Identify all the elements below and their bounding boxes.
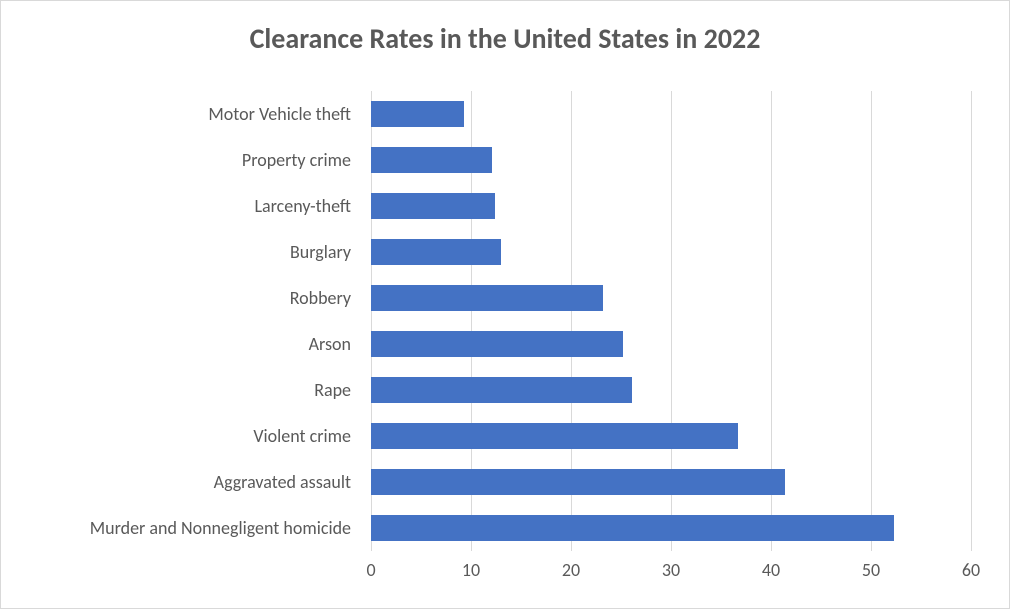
chart-title: Clearance Rates in the United States in … <box>1 21 1009 56</box>
gridline <box>971 91 972 551</box>
bar <box>371 469 785 496</box>
bar <box>371 515 894 542</box>
category-label: Burglary <box>11 229 361 275</box>
category-label: Rape <box>11 367 361 413</box>
bar <box>371 423 738 450</box>
category-label: Violent crime <box>11 413 361 459</box>
x-tick-label: 50 <box>862 559 880 581</box>
x-tick-label: 30 <box>662 559 680 581</box>
category-label: Motor Vehicle theft <box>11 91 361 137</box>
category-label: Property crime <box>11 137 361 183</box>
category-label: Larceny-theft <box>11 183 361 229</box>
chart-frame: Clearance Rates in the United States in … <box>0 0 1010 609</box>
category-label: Robbery <box>11 275 361 321</box>
category-label: Murder and Nonnegligent homicide <box>11 505 361 551</box>
category-label: Arson <box>11 321 361 367</box>
category-label: Aggravated assault <box>11 459 361 505</box>
x-tick-label: 0 <box>366 559 375 581</box>
bar <box>371 101 464 128</box>
bar <box>371 377 632 404</box>
x-tick-label: 40 <box>762 559 780 581</box>
gridline <box>871 91 872 551</box>
bar <box>371 147 492 174</box>
x-tick-label: 10 <box>462 559 480 581</box>
bar <box>371 331 623 358</box>
x-tick-label: 60 <box>962 559 980 581</box>
bar <box>371 193 495 220</box>
bar <box>371 285 603 312</box>
x-tick-label: 20 <box>562 559 580 581</box>
plot-area: 0102030405060Motor Vehicle theftProperty… <box>371 91 971 551</box>
bar <box>371 239 501 266</box>
